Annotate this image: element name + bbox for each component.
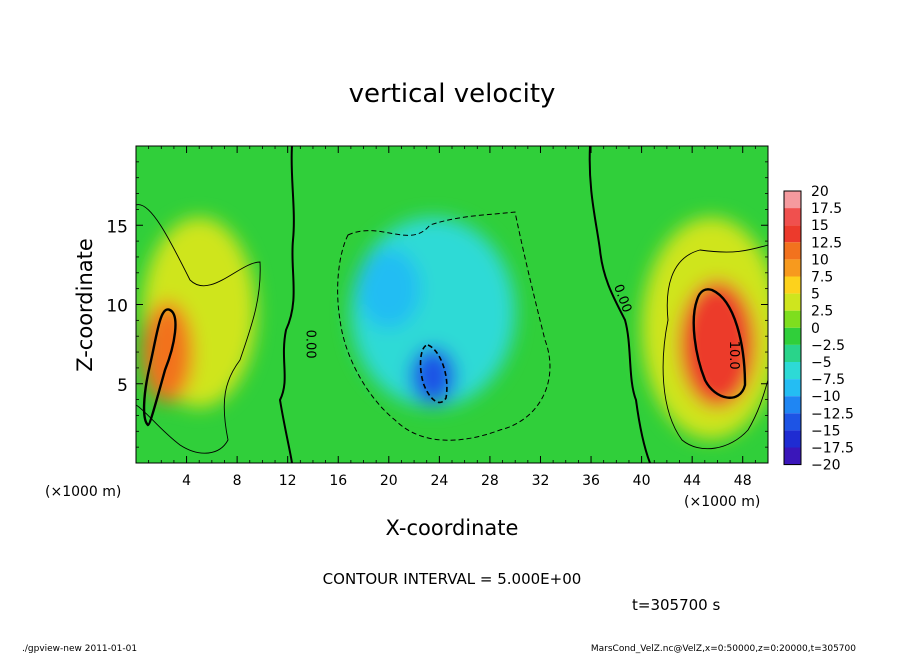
field-blob — [357, 249, 421, 329]
colorbar-label: 0 — [811, 321, 820, 337]
colorbar-swatch — [784, 344, 801, 362]
contour-lines — [136, 146, 768, 463]
field-blob — [410, 347, 456, 405]
colorbar-label: −2.5 — [811, 338, 845, 354]
colorbar-swatch — [784, 447, 801, 465]
contour-zero-left — [278, 146, 295, 463]
colorbar-label: 15 — [811, 218, 829, 234]
colorbar-label: 10 — [811, 252, 829, 268]
colorbar-label: 17.5 — [811, 201, 842, 217]
colorbar-label: −12.5 — [811, 406, 854, 422]
contour-ten-right — [692, 288, 747, 399]
colorbar-label: 5 — [811, 287, 820, 303]
colorbar-swatch — [784, 191, 801, 209]
x-unit-right: (×1000 m) — [684, 494, 760, 510]
colorbar-swatch — [784, 327, 801, 345]
colorbar-label: −10 — [811, 389, 841, 405]
x-unit-left: (×1000 m) — [45, 484, 121, 500]
colorbar-label: 2.5 — [811, 304, 833, 320]
colorbar-label: 7.5 — [811, 270, 833, 286]
y-tick-label: 15 — [106, 217, 128, 237]
footer-right: MarsCond_VelZ.nc@VelZ,x=0:50000,z=0:2000… — [591, 644, 856, 654]
y-axis: 5 10 15 — [106, 161, 768, 448]
colorbar-swatch — [784, 396, 801, 414]
colorbar-label: −5 — [811, 355, 832, 371]
contour-neg-ten — [419, 344, 448, 404]
x-tick-label: 20 — [380, 473, 398, 489]
contour-zero-right — [588, 146, 651, 463]
colorbar-label: −20 — [811, 458, 841, 474]
contour-ten-left — [142, 308, 177, 427]
contour-five-left — [136, 204, 261, 454]
colorbar-swatch — [784, 208, 801, 226]
colorbar-label: 12.5 — [811, 235, 842, 251]
y-tick-label: 10 — [106, 297, 128, 317]
x-tick-label: 48 — [734, 473, 752, 489]
contour-interval-text: CONTOUR INTERVAL = 5.000E+00 — [323, 570, 582, 588]
contour-label: 0.00 — [303, 330, 318, 359]
colorbar-frame — [783, 190, 802, 466]
y-tick-label: 5 — [117, 376, 128, 396]
colorbar-swatch — [784, 413, 801, 431]
footer-left: ./gpview-new 2011-01-01 — [22, 644, 137, 654]
colorbar-swatch — [784, 362, 801, 380]
x-axis-label: X-coordinate — [386, 516, 519, 540]
y-axis-label: Z-coordinate — [73, 238, 97, 372]
x-tick-label: 36 — [582, 473, 600, 489]
colorbar-label: −15 — [811, 423, 841, 439]
colorbar-label: 20 — [811, 184, 829, 200]
x-axis: 4 8 12 16 20 24 28 32 36 40 44 48 — [148, 146, 756, 489]
field-blob — [679, 280, 756, 408]
colorbar-swatch — [784, 242, 801, 260]
x-tick-label: 4 — [182, 473, 191, 489]
contour-label: 10.0 — [726, 341, 741, 370]
field-blob — [142, 301, 193, 403]
colorbar-swatch — [784, 379, 801, 397]
colorbar-swatch — [784, 259, 801, 277]
colorbar-label: −7.5 — [811, 372, 845, 388]
colorbar-swatch — [784, 293, 801, 311]
x-tick-label: 44 — [683, 473, 701, 489]
chart-title: vertical velocity — [349, 79, 556, 109]
time-text: t=305700 s — [632, 596, 720, 614]
x-tick-label: 32 — [532, 473, 550, 489]
colorbar-swatch — [784, 430, 801, 448]
contour-five-right — [662, 244, 768, 450]
x-tick-label: 12 — [279, 473, 297, 489]
x-tick-label: 28 — [481, 473, 499, 489]
x-tick-label: 24 — [430, 473, 448, 489]
colorbar-label: −17.5 — [811, 441, 854, 457]
x-tick-label: 8 — [233, 473, 242, 489]
x-tick-label: 16 — [329, 473, 347, 489]
colorbar-swatch — [784, 276, 801, 294]
x-tick-label: 40 — [633, 473, 651, 489]
colorbar-swatch — [784, 225, 801, 243]
colorbar-swatch — [784, 310, 801, 328]
contour-neg-five — [337, 211, 551, 441]
